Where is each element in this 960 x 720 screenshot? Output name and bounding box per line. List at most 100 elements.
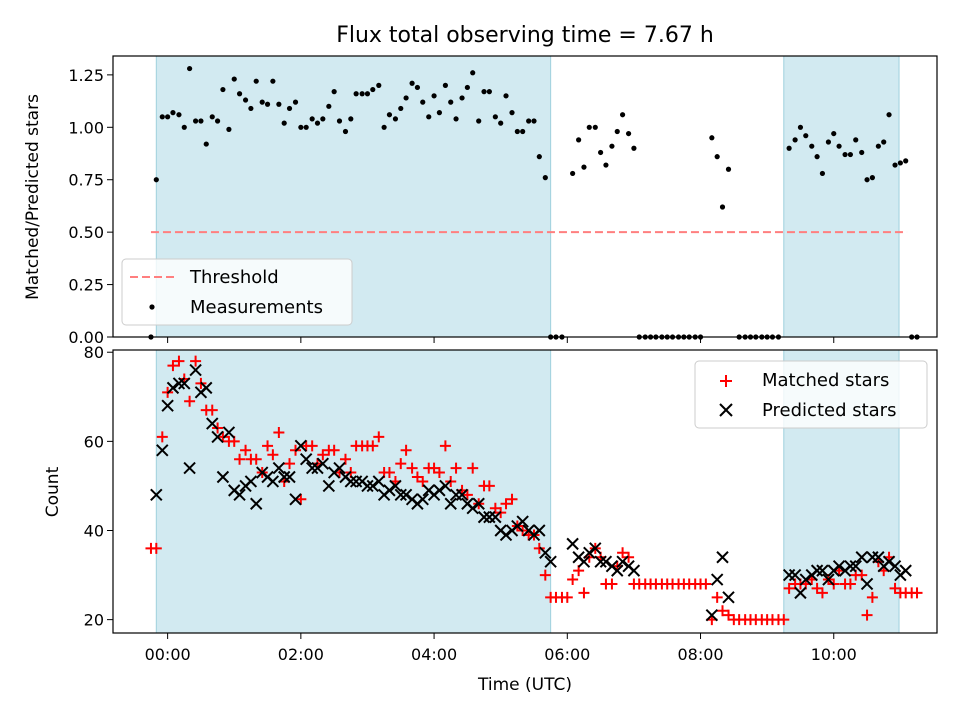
top-panel: 0.00 0.25 0.50 0.75 1.00 1.25 Matched/Predict…	[23, 55, 938, 347]
predicted-star-point	[716, 551, 729, 564]
measurement-point	[603, 162, 609, 168]
measurement-point	[714, 154, 720, 160]
predicted-star-point	[516, 515, 529, 528]
measurement-point	[153, 177, 159, 183]
matched-star-point	[467, 462, 479, 474]
measurement-point	[303, 124, 309, 130]
measurement-point	[442, 82, 448, 88]
top-y-tick-label: 1.25	[68, 66, 104, 85]
predicted-star-point	[244, 475, 258, 488]
top-legend: Threshold Measurements	[121, 258, 353, 326]
measurement-point	[314, 120, 321, 126]
predicted-star-point	[344, 475, 358, 488]
predicted-star-point	[472, 497, 485, 510]
measurement-point	[431, 93, 437, 99]
measurement-point	[226, 126, 232, 132]
measurement-point	[159, 114, 165, 120]
measurement-point	[309, 116, 315, 122]
legend-threshold-label: Threshold	[189, 267, 279, 288]
predicted-star-point	[444, 497, 457, 510]
predicted-star-point	[200, 381, 213, 395]
matched-star-point	[267, 449, 279, 461]
matched-star-point	[262, 440, 274, 452]
bottom-legend: Matched stars Predicted stars	[694, 360, 928, 429]
predicted-star-point	[860, 577, 874, 591]
measurement-point	[326, 103, 332, 109]
bottom-y-axis-label: Count	[43, 466, 63, 517]
measurement-point	[503, 93, 509, 99]
measurement-point	[897, 160, 903, 166]
predicted-star-point	[539, 546, 552, 559]
predicted-star-point	[183, 461, 196, 475]
measurement-point	[809, 143, 815, 149]
measurement-point	[209, 114, 215, 120]
matched-star-point	[184, 395, 196, 407]
predicted-star-point	[477, 510, 491, 524]
measurement-point	[436, 110, 443, 116]
predicted-star-point	[577, 555, 591, 568]
measurement-point	[170, 110, 176, 116]
matched-star-point	[328, 444, 340, 456]
measurement-point	[192, 118, 199, 124]
predicted-star-point	[544, 555, 557, 568]
measurement-point	[298, 124, 304, 130]
measurement-point	[398, 105, 404, 112]
predicted-star-point	[466, 502, 479, 515]
matched-star-point	[400, 444, 412, 456]
measurement-point	[409, 80, 415, 86]
matched-star-point	[783, 582, 795, 594]
measurement-point	[253, 78, 259, 84]
chart-title: Flux total observing time = 7.67 h	[336, 23, 714, 48]
measurement-point	[576, 137, 582, 143]
predicted-star-point	[272, 461, 286, 475]
measurement-point	[448, 99, 454, 105]
measurement-point	[853, 137, 859, 143]
predicted-star-point	[439, 479, 452, 493]
predicted-star-point	[799, 573, 812, 586]
predicted-star-point	[277, 470, 291, 484]
shaded-interval-2	[783, 55, 900, 338]
predicted-star-point	[627, 564, 641, 577]
matched-star-point	[417, 475, 429, 487]
measurement-point	[336, 118, 343, 124]
bottom-panel: 20 40 60 80 00:00 02:00 04:00 06:00 08:00 10:00 C…	[43, 343, 938, 695]
matched-star-point	[623, 551, 635, 563]
measurement-point	[842, 151, 848, 158]
measurement-point	[286, 105, 293, 112]
predicted-star-point	[888, 559, 902, 573]
measurement-point	[725, 166, 732, 172]
top-y-tick-label: 1.00	[68, 118, 104, 137]
measurement-point	[836, 143, 842, 149]
measurement-point	[476, 118, 482, 124]
measurement-point	[719, 204, 726, 210]
matched-star-point	[240, 444, 252, 456]
measurement-point	[886, 112, 892, 118]
measurement-point	[631, 145, 637, 151]
measurement-point	[203, 141, 209, 147]
predicted-star-point	[882, 555, 896, 568]
matched-star-point	[433, 467, 445, 479]
measurement-point	[492, 114, 498, 120]
predicted-star-point	[794, 586, 807, 600]
measurement-point	[570, 170, 576, 177]
matched-star-point	[700, 578, 712, 590]
measurement-point	[187, 65, 193, 72]
measurement-point	[486, 89, 492, 95]
legend-matched-swatch	[720, 375, 732, 387]
bottom-ticks: 20 40 60 80 00:00 02:00 04:00 06:00 08:00 10:00	[84, 343, 857, 664]
predicted-star-point	[399, 488, 413, 502]
measurement-point	[514, 128, 520, 135]
predicted-star-point	[172, 377, 186, 390]
matched-star-point	[150, 542, 162, 554]
measurement-point	[598, 149, 604, 156]
top-y-tick-label: 0.00	[68, 328, 104, 347]
measurement-point	[609, 143, 615, 149]
shaded-interval-1	[155, 349, 552, 634]
measurement-point	[470, 70, 476, 76]
predicted-star-point	[161, 399, 174, 412]
predicted-star-point	[722, 591, 735, 604]
measurement-point	[364, 91, 371, 97]
measurement-point	[342, 128, 349, 135]
matched-star-point	[284, 458, 296, 470]
matched-star-point	[217, 431, 229, 443]
